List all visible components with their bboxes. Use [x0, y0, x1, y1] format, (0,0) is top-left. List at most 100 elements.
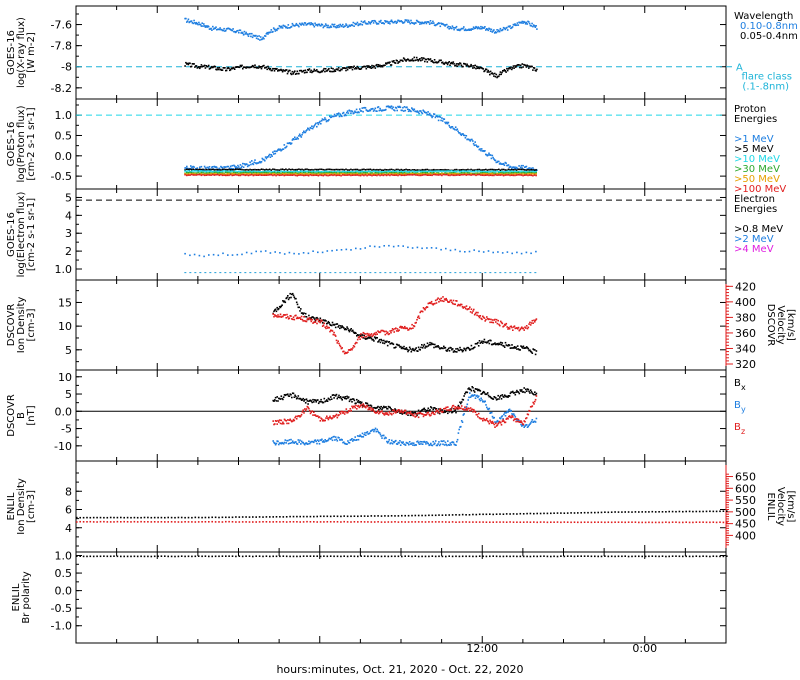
data-point — [252, 174, 255, 177]
data-point — [521, 167, 524, 169]
data-point — [300, 318, 302, 320]
data-point — [227, 165, 229, 168]
data-point — [570, 512, 572, 514]
data-point — [366, 172, 368, 174]
data-point — [518, 329, 521, 332]
data-point — [309, 23, 312, 26]
data-point — [366, 173, 368, 175]
data-point — [654, 511, 657, 513]
data-point — [337, 113, 339, 116]
data-point — [285, 442, 287, 444]
data-point — [521, 20, 524, 23]
data-point — [483, 317, 486, 319]
data-point — [507, 168, 510, 171]
data-point — [467, 173, 469, 176]
data-point — [277, 400, 279, 402]
data-point — [497, 251, 499, 253]
data-point — [333, 168, 336, 171]
data-point — [312, 170, 315, 172]
data-point — [403, 410, 405, 413]
data-point — [430, 115, 433, 117]
data-point — [281, 441, 283, 444]
data-point — [309, 71, 312, 73]
data-point — [385, 173, 388, 176]
data-point — [428, 413, 430, 416]
data-point — [505, 412, 508, 414]
data-point — [413, 170, 416, 173]
data-point — [594, 511, 596, 514]
data-point — [336, 440, 339, 442]
data-point — [449, 170, 451, 172]
data-point — [407, 58, 410, 61]
data-point — [292, 515, 295, 518]
data-point — [341, 347, 343, 349]
data-point — [468, 308, 470, 310]
data-point — [494, 426, 496, 428]
data-point — [429, 444, 431, 446]
data-point — [494, 172, 497, 175]
data-point — [337, 168, 339, 171]
data-point — [412, 327, 414, 329]
data-point — [478, 340, 481, 342]
data-point — [437, 169, 440, 171]
data-point — [434, 411, 437, 413]
data-point — [317, 402, 320, 405]
data-point — [480, 341, 482, 344]
data-point — [354, 68, 356, 70]
data-point — [417, 346, 420, 349]
data-point — [312, 171, 315, 174]
data-point — [454, 128, 456, 131]
data-point — [242, 174, 245, 176]
data-point — [350, 398, 352, 401]
data-point — [291, 174, 294, 176]
data-point — [350, 409, 352, 412]
data-point — [420, 22, 423, 25]
data-point — [412, 22, 415, 24]
data-point — [641, 511, 643, 513]
data-point — [405, 106, 407, 109]
data-point — [343, 352, 346, 355]
data-point — [495, 318, 498, 321]
data-point — [452, 26, 455, 29]
data-point — [394, 169, 396, 172]
data-point — [402, 106, 404, 109]
data-point — [291, 172, 294, 174]
data-point — [280, 174, 282, 176]
data-point — [477, 389, 479, 392]
data-point — [404, 327, 407, 330]
data-point — [265, 521, 268, 523]
data-point — [402, 57, 405, 59]
data-point — [366, 405, 369, 408]
data-point — [317, 251, 319, 254]
data-point — [285, 145, 288, 148]
data-point — [470, 29, 472, 31]
data-point — [505, 396, 508, 398]
data-point — [304, 173, 307, 175]
data-point — [519, 328, 521, 331]
data-point — [252, 65, 255, 68]
data-point — [502, 395, 504, 398]
data-point — [685, 521, 687, 523]
data-point — [644, 521, 647, 524]
data-point — [454, 174, 456, 177]
data-point — [430, 412, 433, 415]
data-point — [489, 168, 492, 171]
data-point — [498, 398, 500, 400]
data-point — [431, 170, 433, 173]
data-point — [430, 342, 433, 344]
data-point — [377, 515, 379, 517]
data-point — [512, 390, 514, 393]
data-point — [379, 107, 381, 110]
data-point — [327, 68, 329, 71]
data-point — [546, 521, 549, 524]
data-point — [310, 400, 313, 402]
data-point — [392, 245, 395, 248]
data-point — [366, 109, 368, 112]
data-point — [330, 171, 333, 174]
data-point — [437, 170, 440, 172]
data-point — [475, 521, 478, 523]
data-point — [414, 22, 416, 24]
data-point — [278, 316, 280, 318]
data-point — [520, 345, 522, 347]
data-point — [207, 174, 209, 176]
